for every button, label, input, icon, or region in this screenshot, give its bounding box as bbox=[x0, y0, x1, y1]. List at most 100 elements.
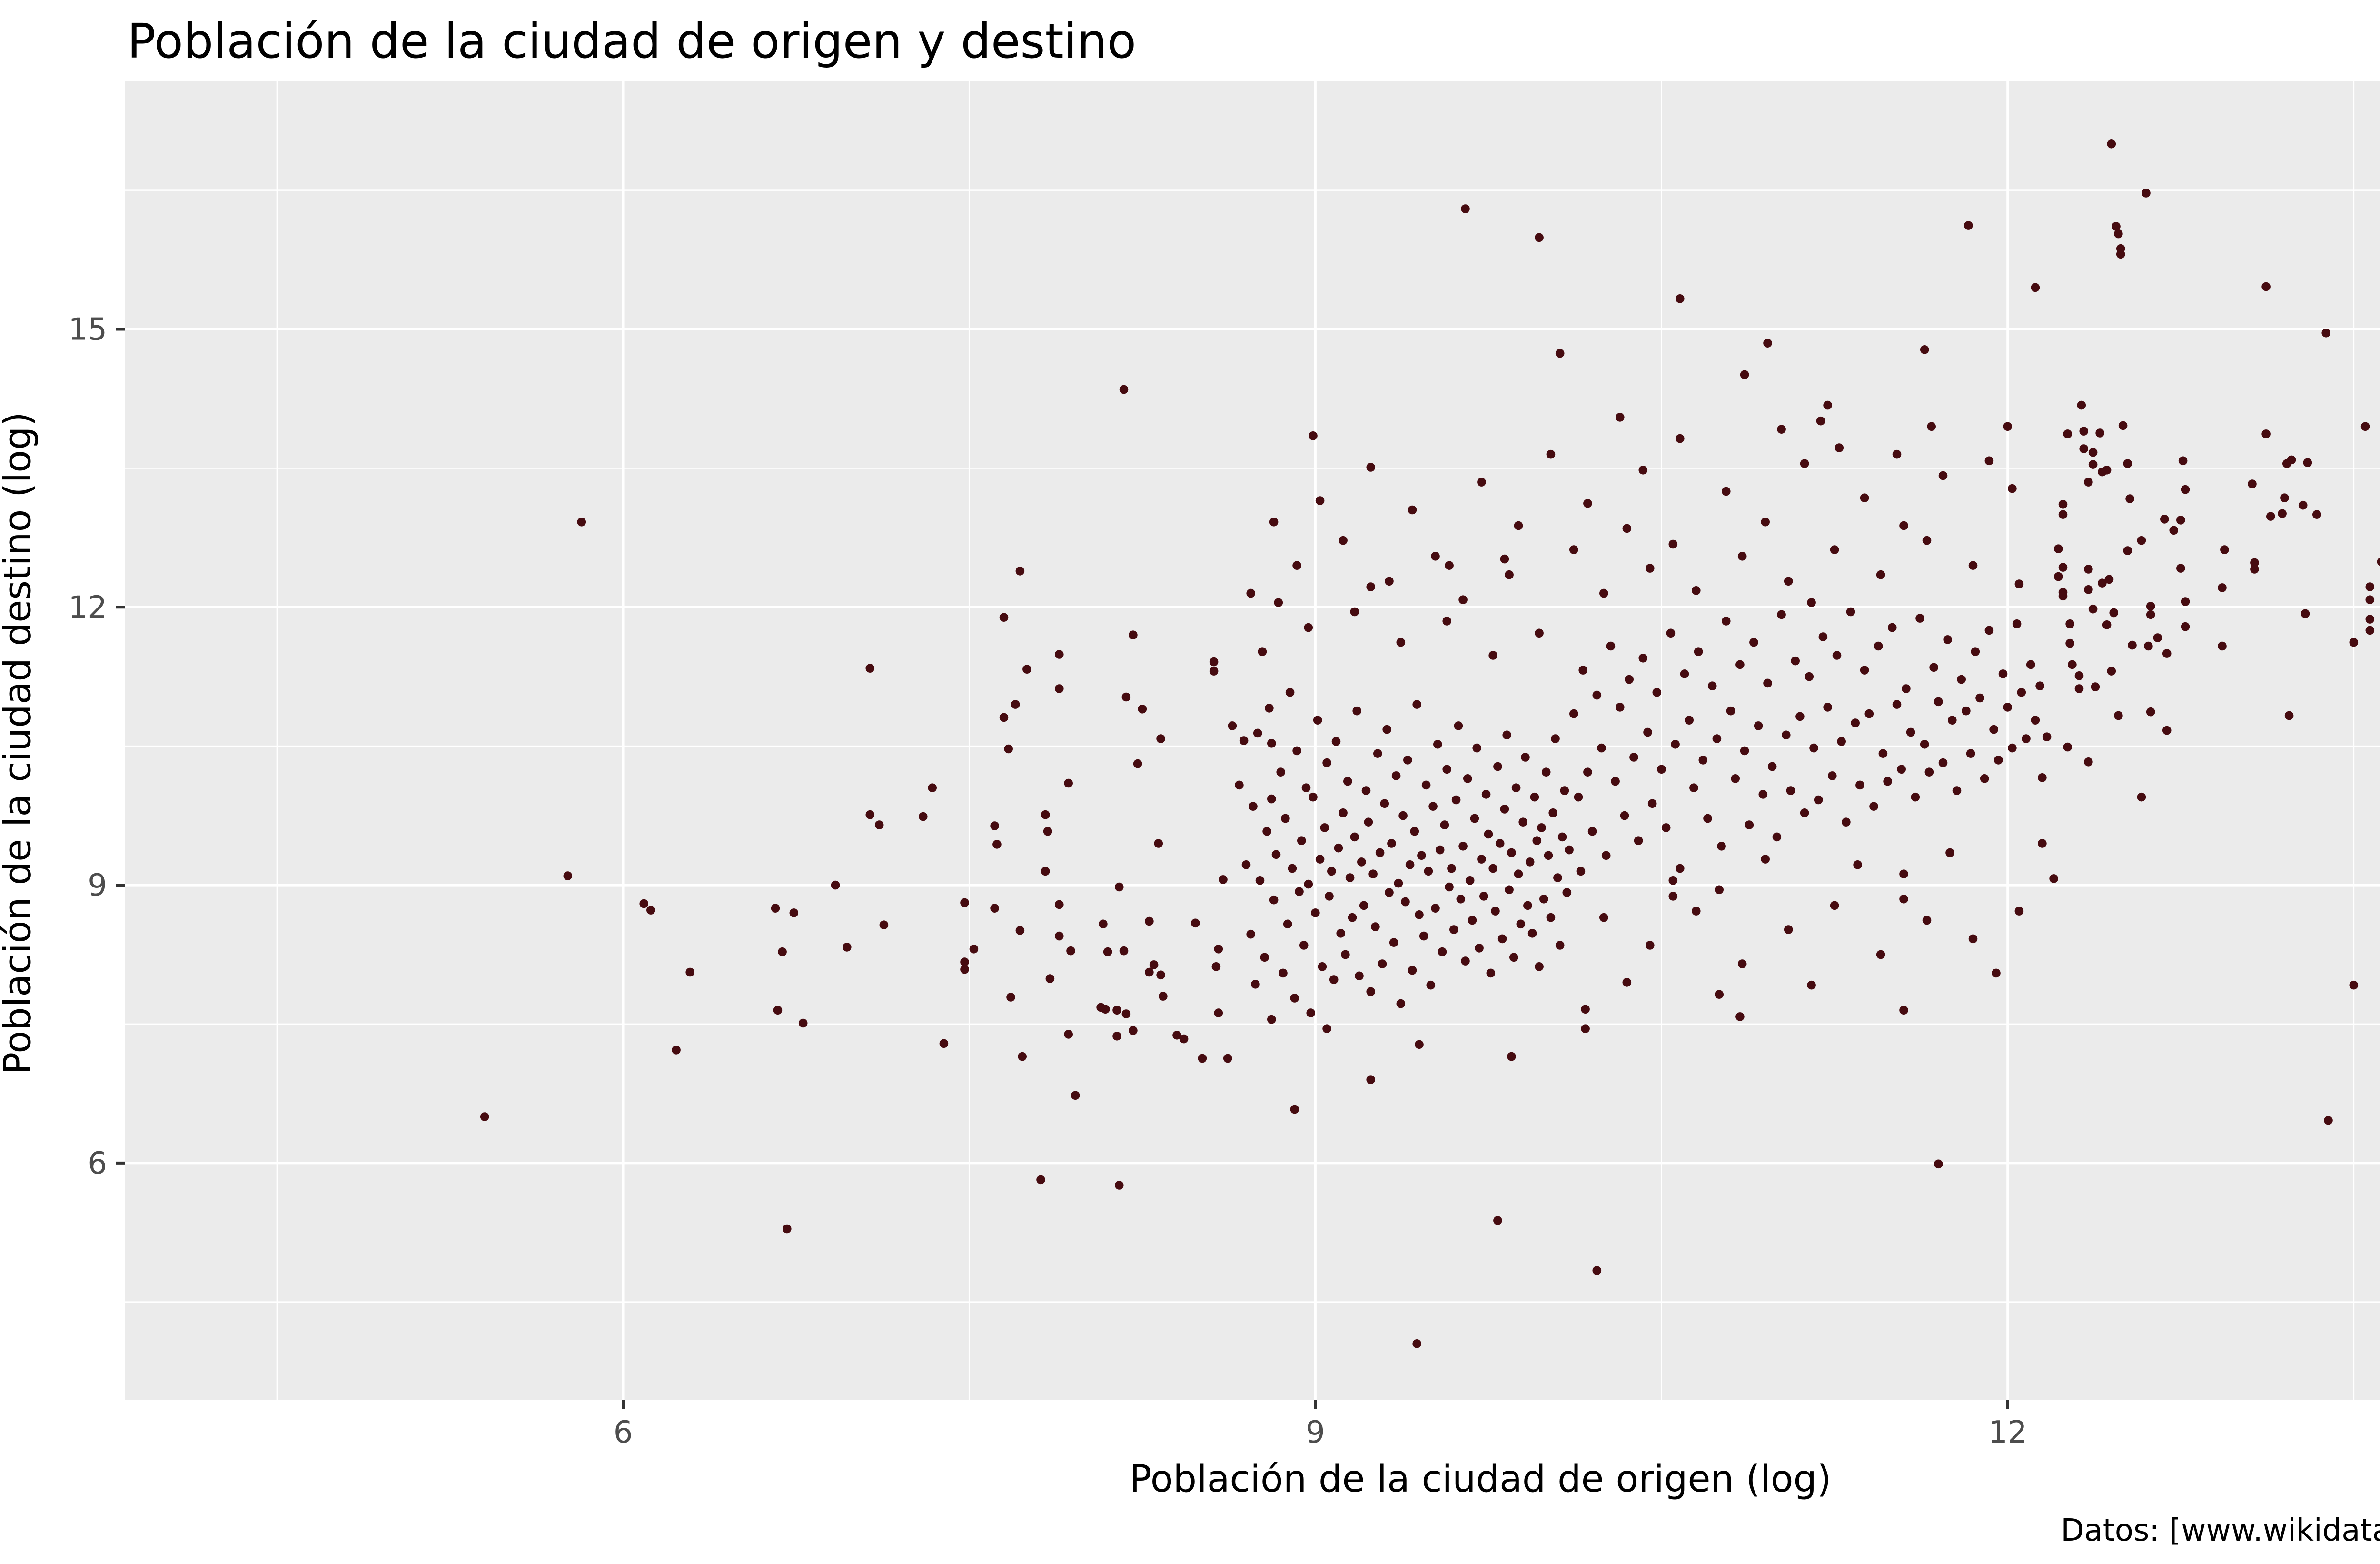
data-point bbox=[960, 898, 969, 907]
data-point bbox=[2178, 456, 2188, 466]
data-point bbox=[1745, 820, 1754, 829]
data-point bbox=[1791, 656, 1800, 666]
data-point bbox=[1735, 1012, 1745, 1021]
data-point bbox=[1350, 832, 1359, 842]
data-point bbox=[1643, 727, 1652, 737]
data-point bbox=[1343, 777, 1352, 786]
plot-title: Población de la ciudad de origen y desti… bbox=[127, 13, 1137, 69]
data-point bbox=[1818, 632, 1828, 641]
data-point bbox=[1145, 967, 1154, 977]
data-point bbox=[1115, 1181, 1124, 1190]
data-point bbox=[1680, 669, 1689, 678]
data-point bbox=[1784, 925, 1793, 934]
data-point bbox=[2107, 139, 2116, 149]
data-point bbox=[1036, 1175, 1045, 1185]
data-point bbox=[1251, 980, 1260, 989]
data-point bbox=[1657, 765, 1666, 774]
data-point bbox=[2162, 726, 2172, 735]
data-point bbox=[2102, 466, 2112, 475]
data-point bbox=[1527, 929, 1537, 938]
data-point bbox=[1837, 737, 1846, 746]
data-point bbox=[1334, 843, 1343, 853]
panel-background bbox=[125, 81, 2380, 1400]
data-point bbox=[1581, 1005, 1590, 1014]
data-point bbox=[1410, 827, 1419, 836]
data-point bbox=[1477, 855, 1486, 864]
data-point bbox=[1992, 968, 2001, 978]
data-point bbox=[1532, 836, 1542, 845]
data-point bbox=[2142, 189, 2151, 198]
data-point bbox=[2095, 428, 2104, 438]
data-point bbox=[2074, 684, 2084, 693]
data-point bbox=[1339, 808, 1348, 817]
data-point bbox=[1754, 721, 1763, 730]
data-point bbox=[2038, 773, 2047, 782]
data-point bbox=[1823, 703, 1832, 712]
data-point bbox=[2107, 667, 2116, 676]
data-point bbox=[1860, 666, 1869, 675]
data-point bbox=[1712, 734, 1722, 743]
data-point bbox=[1565, 845, 1574, 855]
data-point bbox=[1938, 758, 1948, 767]
data-point bbox=[1964, 221, 1973, 230]
data-point bbox=[1375, 848, 1385, 857]
data-point bbox=[1361, 786, 1371, 795]
data-point bbox=[2162, 649, 2172, 658]
data-point bbox=[778, 947, 787, 956]
data-point bbox=[2349, 980, 2359, 990]
data-point bbox=[1869, 802, 1878, 811]
data-point bbox=[1924, 767, 1934, 777]
data-point bbox=[1350, 607, 1359, 617]
data-point bbox=[789, 908, 799, 917]
data-point bbox=[1915, 614, 1924, 623]
data-point bbox=[1440, 820, 1449, 829]
data-point bbox=[1968, 561, 1978, 570]
data-point bbox=[1772, 832, 1782, 842]
data-point bbox=[1629, 753, 1638, 762]
data-point bbox=[1394, 878, 1403, 888]
data-point bbox=[1006, 993, 1015, 1002]
data-point bbox=[1331, 737, 1341, 746]
data-point bbox=[1380, 799, 1389, 808]
data-point bbox=[1502, 730, 1511, 740]
data-point bbox=[1698, 756, 1708, 765]
data-point bbox=[1676, 434, 1685, 443]
data-point bbox=[1832, 651, 1842, 660]
data-point bbox=[1541, 767, 1551, 777]
data-point bbox=[2038, 839, 2047, 848]
data-point bbox=[1306, 1008, 1315, 1017]
data-point bbox=[1807, 598, 1816, 607]
data-point bbox=[1246, 588, 1255, 598]
data-point bbox=[1486, 968, 1496, 978]
data-point bbox=[1555, 941, 1565, 950]
data-point bbox=[1922, 916, 1932, 925]
data-point bbox=[1442, 617, 1451, 626]
data-point bbox=[2017, 688, 2026, 697]
data-point bbox=[2146, 610, 2155, 619]
data-point bbox=[1599, 913, 1608, 922]
data-point bbox=[1431, 552, 1440, 561]
data-point bbox=[1119, 385, 1129, 394]
data-point bbox=[1378, 959, 1387, 968]
data-point bbox=[1616, 703, 1625, 712]
data-point bbox=[1758, 790, 1768, 799]
data-point bbox=[1288, 864, 1297, 873]
data-point bbox=[2137, 536, 2146, 545]
data-point bbox=[1671, 740, 1680, 749]
data-point bbox=[2026, 660, 2035, 669]
data-point bbox=[1159, 992, 1168, 1001]
data-point bbox=[1899, 895, 1908, 904]
data-point bbox=[1646, 564, 1655, 573]
data-point bbox=[1292, 561, 1301, 570]
data-point bbox=[1583, 767, 1592, 777]
y-tick-label: 12 bbox=[69, 590, 107, 625]
data-point bbox=[1927, 422, 1936, 431]
data-point bbox=[1576, 867, 1586, 876]
data-point bbox=[1382, 725, 1391, 734]
data-point bbox=[865, 664, 875, 673]
data-point bbox=[1304, 879, 1313, 889]
data-point bbox=[1315, 855, 1325, 864]
data-point bbox=[1647, 799, 1657, 808]
data-point bbox=[1795, 712, 1805, 721]
data-point bbox=[2088, 460, 2098, 469]
